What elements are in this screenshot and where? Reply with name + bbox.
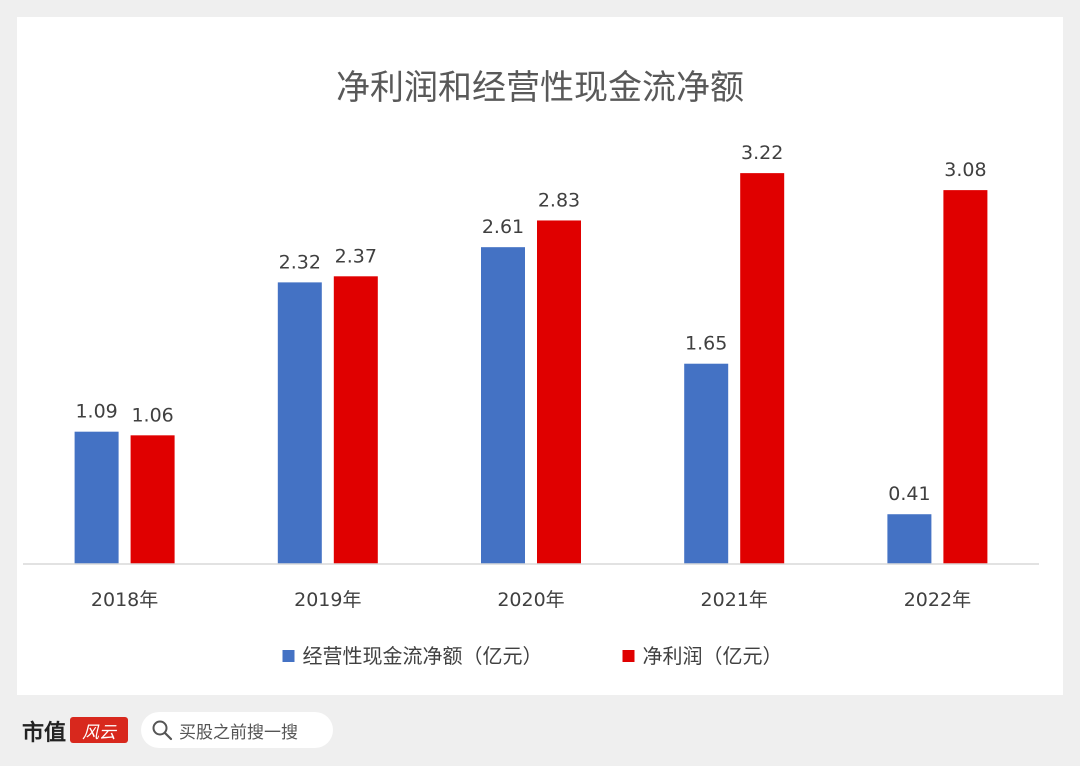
data-label-2018年-series-1: 1.09 xyxy=(75,401,117,423)
x-tick-label: 2021年 xyxy=(701,589,768,611)
bar-2020年-series-2 xyxy=(537,220,581,564)
bar-2021年-series-1 xyxy=(684,363,729,564)
x-tick-label: 2022年 xyxy=(904,589,971,611)
brand-name: 市值 xyxy=(22,721,67,746)
x-tick-label: 2019年 xyxy=(294,589,361,611)
footer: 市值 风云 买股之前搜一搜 xyxy=(0,695,1080,766)
x-tick-label: 2018年 xyxy=(91,589,158,611)
search-box[interactable]: 买股之前搜一搜 xyxy=(141,712,333,748)
search-placeholder: 买股之前搜一搜 xyxy=(179,722,298,743)
data-label-2020年-series-2: 2.83 xyxy=(538,189,580,211)
bar-2018年-series-1 xyxy=(74,431,119,564)
data-label-2019年-series-1: 2.32 xyxy=(279,251,321,273)
x-tick-label: 2020年 xyxy=(497,589,564,611)
data-label-2022年-series-1: 0.41 xyxy=(888,483,930,505)
bar-2019年-series-1 xyxy=(277,282,322,564)
data-label-2021年-series-1: 1.65 xyxy=(685,333,727,355)
data-label-2019年-series-2: 2.37 xyxy=(335,245,377,267)
chart-title: 净利润和经营性现金流净额 xyxy=(336,68,744,108)
bar-2022年-series-1 xyxy=(887,514,932,564)
bars-layer xyxy=(74,173,988,565)
data-label-2020年-series-1: 2.61 xyxy=(482,216,524,238)
legend-label-series-2: 净利润（亿元） xyxy=(643,644,783,668)
bar-2019年-series-2 xyxy=(333,276,378,564)
legend-label-series-1: 经营性现金流净额（亿元） xyxy=(303,644,543,668)
data-label-2022年-series-2: 3.08 xyxy=(944,159,986,181)
chart: 净利润和经营性现金流净额 1.09 1.06 2018年 2.32 2.37 2019年 2… xyxy=(23,68,1039,668)
bar-2021年-series-2 xyxy=(740,173,785,564)
brand-logo: 风云 xyxy=(70,717,128,743)
bar-2020年-series-1 xyxy=(481,247,525,565)
labels-layer: 1.09 1.06 2018年 2.32 2.37 2019年 2.61 2.83 2020年 1… xyxy=(75,142,986,611)
legend: 经营性现金流净额（亿元） 净利润（亿元） xyxy=(282,644,783,668)
data-label-2018年-series-2: 1.06 xyxy=(131,404,173,426)
legend-swatch-series-1 xyxy=(282,650,295,662)
chart-card: 净利润和经营性现金流净额 1.09 1.06 2018年 2.32 2.37 2019年 2… xyxy=(17,17,1063,695)
legend-swatch-series-2 xyxy=(622,650,635,662)
data-label-2021年-series-2: 3.22 xyxy=(741,142,783,164)
search-icon xyxy=(152,720,173,741)
bar-2022年-series-2 xyxy=(943,190,988,564)
bar-2018年-series-2 xyxy=(130,435,175,564)
